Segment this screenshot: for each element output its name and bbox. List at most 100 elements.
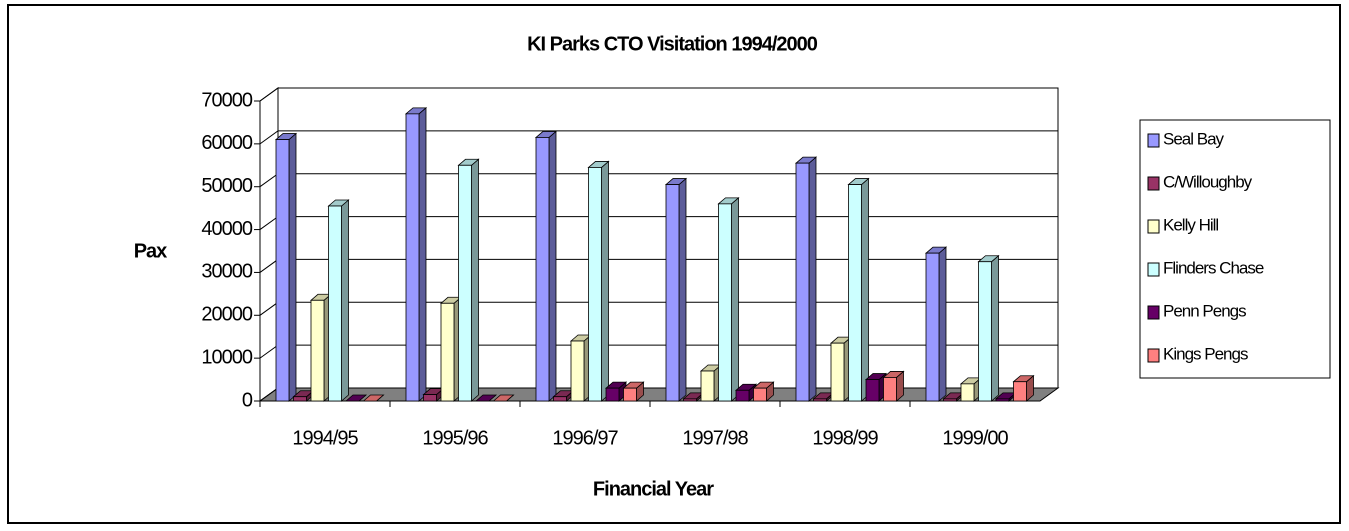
y-tick-label: 60000 [201,132,252,154]
bar-front [328,205,342,402]
bar-front [753,387,767,402]
x-tick-label: 1995/96 [422,427,488,449]
bar [344,394,368,402]
bar-side [861,177,869,402]
bar [492,394,515,402]
bar-front [830,342,845,402]
bar-top [344,394,368,402]
chart-title: KI Parks CTO Visitation 1994/2000 [527,33,818,55]
bar-side [341,199,349,402]
bar [439,296,463,402]
bar-side [548,130,557,402]
bar [587,160,610,402]
bar-front [925,252,940,402]
legend-label: Penn Pengs [1163,301,1246,320]
bar [977,254,1000,402]
x-tick-label: 1999/00 [942,427,1008,449]
bar-front [1013,381,1027,402]
bar [699,364,723,402]
bar-front [570,340,585,402]
bar-front [458,164,472,402]
bar-front [865,379,880,402]
legend-label: Kings Pengs [1163,344,1248,363]
bar-side [601,160,609,402]
y-tick-label: 20000 [201,304,252,326]
bar-side [808,156,817,402]
legend-swatch [1147,176,1160,191]
bar-top [362,394,385,402]
bar-front [718,203,732,402]
bar-side [471,158,479,402]
bar [309,293,333,402]
bar [457,158,480,402]
x-tick-label: 1996/97 [552,427,618,449]
bar-front [423,394,437,402]
bar [622,381,645,402]
bar-side [418,106,427,402]
legend-label: Seal Bay [1163,129,1225,148]
bar [882,370,905,402]
bar-front [588,167,602,402]
x-tick-label: 1998/99 [812,427,878,449]
y-tick-label: 10000 [201,346,252,368]
y-tick-label: 40000 [201,218,252,240]
grid-line [259,87,1058,102]
bar [847,177,870,402]
bar [404,106,428,402]
y-axis-title: Pax [134,240,167,262]
bar-front [943,398,957,402]
x-axis-title: Financial Year [593,478,714,500]
bar [959,376,983,402]
legend-swatch [1147,305,1160,320]
bar-front [700,370,715,402]
bar [274,132,298,402]
bar [362,394,385,402]
bar-front [440,302,455,402]
bar [327,199,350,402]
side-wall [259,87,279,402]
x-tick-label: 1994/95 [292,427,358,449]
bar-side [731,196,739,402]
legend-swatch [1147,133,1160,148]
y-tick-label: 50000 [201,175,252,197]
grid-line [259,130,1058,145]
legend-box [1139,119,1331,379]
bar-front [683,398,697,402]
bar-top [474,394,498,402]
bar-side [991,254,999,402]
bar [1012,374,1035,402]
y-tick-label: 30000 [201,261,252,283]
bar-front [275,139,290,402]
legend-label: C/Willoughby [1163,172,1253,191]
bar-front [978,261,992,402]
bar [794,156,818,402]
bar-front [553,396,567,402]
bar-front [735,389,750,402]
bar [664,177,688,402]
bar-front [665,184,680,402]
legend-swatch [1147,262,1160,277]
legend-label: Flinders Chase [1163,258,1264,277]
bar [717,196,740,402]
bar-front [960,383,975,402]
bar-front [848,184,862,402]
bar [534,130,558,402]
y-tick-label: 0 [242,389,253,411]
y-tick-label: 70000 [201,89,252,111]
bar-side [288,132,297,402]
legend-swatch [1147,348,1160,363]
bar-front [995,398,1010,402]
bar [474,394,498,402]
bar [829,336,853,402]
bar [569,334,593,402]
bar-front [310,299,325,402]
legend-swatch [1147,219,1160,234]
bar [924,246,948,402]
bar-front [623,387,637,402]
bar [752,381,775,402]
bar-front [293,396,307,402]
legend-label: Kelly Hill [1163,215,1218,234]
bar-side [678,177,687,402]
bar-front [813,398,827,402]
